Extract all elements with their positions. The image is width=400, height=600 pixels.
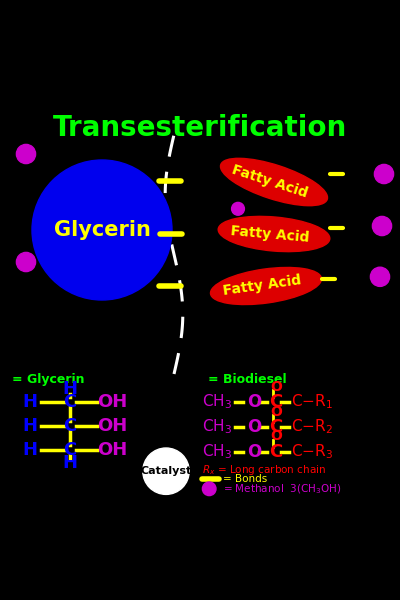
Text: H: H <box>22 441 38 459</box>
Text: O: O <box>270 404 282 419</box>
Text: Fatty Acid: Fatty Acid <box>222 274 302 298</box>
Text: H: H <box>62 380 78 398</box>
Ellipse shape <box>220 158 328 206</box>
Text: $R_x$ = Long carbon chain: $R_x$ = Long carbon chain <box>202 463 326 477</box>
Text: C: C <box>269 418 282 436</box>
Text: Fatty Acid: Fatty Acid <box>230 224 310 244</box>
Text: C: C <box>63 441 77 459</box>
Text: H: H <box>22 393 38 411</box>
Circle shape <box>374 164 394 184</box>
Text: $\mathrm{C{-}R_1}$: $\mathrm{C{-}R_1}$ <box>291 392 333 412</box>
Text: $\mathrm{C{-}R_2}$: $\mathrm{C{-}R_2}$ <box>291 418 333 436</box>
Ellipse shape <box>32 160 172 300</box>
Ellipse shape <box>218 217 330 251</box>
Circle shape <box>372 217 392 236</box>
Circle shape <box>232 202 244 215</box>
Text: $\mathrm{CH_3}$: $\mathrm{CH_3}$ <box>202 418 232 436</box>
Text: O: O <box>247 393 261 411</box>
Text: OH: OH <box>97 441 127 459</box>
Text: C: C <box>63 393 77 411</box>
Text: $\mathrm{CH_3}$: $\mathrm{CH_3}$ <box>202 392 232 412</box>
Text: Catalyst: Catalyst <box>140 466 192 476</box>
Text: C: C <box>63 417 77 435</box>
Text: = Glycerin: = Glycerin <box>12 373 84 386</box>
Text: OH: OH <box>97 393 127 411</box>
Text: H: H <box>22 417 38 435</box>
Text: OH: OH <box>97 417 127 435</box>
Circle shape <box>370 267 390 286</box>
Circle shape <box>202 482 216 496</box>
Text: C: C <box>269 443 282 461</box>
Circle shape <box>16 145 36 164</box>
Text: Fatty Acid: Fatty Acid <box>230 163 310 201</box>
Text: = Bonds: = Bonds <box>223 474 267 484</box>
Text: $\mathrm{C{-}R_3}$: $\mathrm{C{-}R_3}$ <box>291 442 333 461</box>
Text: C: C <box>269 393 282 411</box>
Circle shape <box>143 448 189 494</box>
Text: Glycerin: Glycerin <box>54 220 150 240</box>
Text: O: O <box>247 443 261 461</box>
Ellipse shape <box>210 268 322 305</box>
Text: = Biodiesel: = Biodiesel <box>208 373 287 386</box>
Text: H: H <box>62 454 78 472</box>
Text: O: O <box>270 380 282 394</box>
Text: = Methanol  3($\mathrm{CH_3}$OH): = Methanol 3($\mathrm{CH_3}$OH) <box>223 482 341 496</box>
Text: O: O <box>247 418 261 436</box>
Text: $\mathrm{CH_3}$: $\mathrm{CH_3}$ <box>202 442 232 461</box>
Text: Transesterification: Transesterification <box>53 114 347 142</box>
Text: O: O <box>270 430 282 443</box>
Circle shape <box>16 253 36 272</box>
